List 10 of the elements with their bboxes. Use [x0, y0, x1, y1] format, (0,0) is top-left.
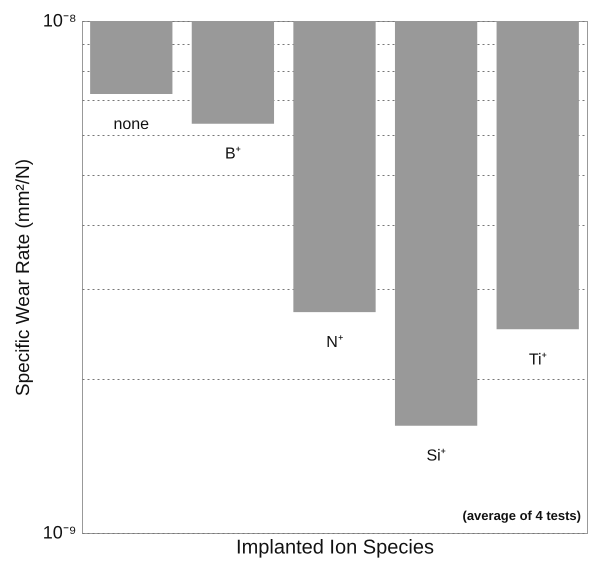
x-tick-label: N⁺ [326, 334, 343, 352]
y-axis-title: Specific Wear Rate (mm²/N) [12, 158, 34, 396]
x-tick-label: Ti⁺ [528, 351, 547, 368]
x-tick-label: Si⁺ [426, 448, 446, 465]
annotation: (average of 4 tests) [462, 508, 581, 523]
y-tick-label: 10⁻⁸ [42, 10, 76, 30]
x-axis-title: Implanted Ion Species [236, 536, 434, 558]
y-tick-label: 10⁻⁹ [42, 522, 76, 542]
x-tick-label: none [113, 116, 150, 134]
x-tick-label: B⁺ [225, 146, 241, 163]
